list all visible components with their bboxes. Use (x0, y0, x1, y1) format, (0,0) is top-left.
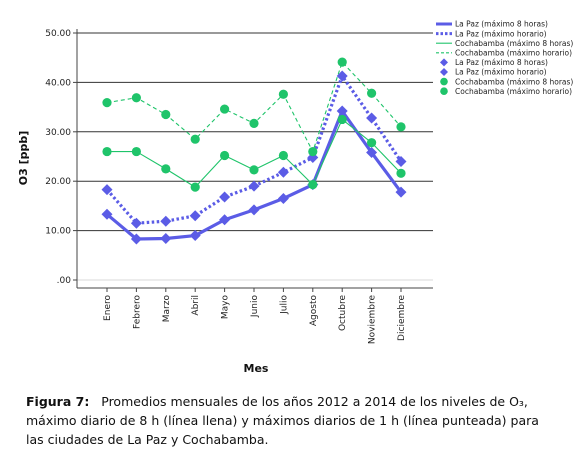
circle-marker (190, 134, 200, 144)
circle-marker (337, 114, 347, 125)
circle-marker (440, 77, 448, 86)
diamond-marker (336, 105, 348, 117)
ozone-line-chart: .00 10.00 20.00 30.00 40.00 50.00 Enero Febrer… (17, 20, 573, 375)
diamond-marker (189, 210, 201, 222)
circle-marker (249, 118, 259, 129)
circle-marker (367, 138, 377, 148)
circle-marker (396, 122, 406, 132)
diamond-marker (248, 204, 260, 216)
circle-marker (102, 98, 112, 108)
circle-marker (131, 146, 141, 157)
legend-label: La Paz (máximo 8 horas) (455, 58, 548, 67)
series-line (105, 74, 403, 225)
diamond-marker (248, 180, 260, 192)
diamond-marker (130, 217, 142, 229)
y-tick-label: .00 (57, 276, 72, 286)
diamond-marker (395, 155, 407, 167)
caption-label: Figura 7 (26, 394, 85, 409)
x-tick-label: Diciembre (397, 295, 407, 341)
x-axis-title: Mes (244, 362, 269, 375)
diamond-marker (395, 186, 407, 198)
x-tick-label: Abril (191, 295, 201, 316)
circle-marker (220, 104, 230, 114)
series-line (106, 61, 402, 153)
circle-marker (440, 87, 448, 95)
legend-label: Cochabamba (máximo horario) (455, 49, 572, 58)
circle-marker (131, 93, 141, 103)
x-tick-label: Mayo (221, 295, 231, 320)
y-axis: .00 10.00 20.00 30.00 40.00 50.00 (45, 29, 78, 288)
y-axis-title: O3 [ppb] (17, 131, 30, 186)
circle-marker (308, 180, 318, 190)
x-tick-label: Octubre (338, 295, 348, 331)
y-tick-label: 40.00 (45, 78, 71, 88)
diamond-marker (189, 230, 201, 242)
x-tick-label: Julio (279, 295, 289, 315)
legend-label: La Paz (máximo horario) (455, 68, 547, 77)
x-tick-label: Agosto (309, 295, 319, 327)
y-tick-label: 20.00 (45, 177, 71, 187)
y-tick-label: 30.00 (45, 128, 71, 138)
diamond-marker (366, 112, 378, 124)
legend-label: Cochabamba (máximo 8 horas) (455, 77, 573, 86)
diamond-marker (160, 233, 172, 245)
circle-marker (249, 165, 259, 175)
circle-marker (161, 109, 171, 120)
y-tick-label: 50.00 (45, 29, 71, 39)
legend: La Paz (máximo 8 horas)La Paz (máximo ho… (436, 20, 573, 96)
caption-text: Promedios mensuales de los años 2012 a 2… (26, 394, 539, 447)
legend-label: Cochabamba (máximo 8 horas) (455, 39, 573, 48)
circle-marker (102, 146, 112, 157)
circle-marker (367, 88, 377, 98)
diamond-marker (277, 166, 289, 178)
series-markers (101, 57, 407, 245)
diamond-marker (160, 215, 172, 227)
circle-marker (278, 89, 288, 99)
x-tick-label: Enero (103, 295, 113, 321)
series-line (105, 109, 403, 241)
x-tick-label: Noviembre (368, 295, 378, 345)
circle-marker (190, 182, 200, 192)
diamond-marker (101, 208, 113, 220)
legend-label: La Paz (máximo 8 horas) (455, 20, 548, 29)
x-tick-label: Marzo (162, 295, 172, 323)
figure-caption: Figura 7: Promedios mensuales de los año… (26, 392, 556, 449)
x-axis: Enero Febrero Marzo Abril Mayo Junio Julio Agos… (77, 287, 433, 345)
diamond-marker (440, 68, 448, 76)
circle-marker (337, 57, 347, 67)
circle-marker (396, 168, 406, 178)
legend-label: Cochabamba (máximo horario) (455, 87, 572, 96)
legend-label: La Paz (máximo horario) (455, 29, 547, 38)
x-tick-label: Junio (250, 295, 260, 319)
circle-marker (220, 150, 230, 161)
y-tick-label: 10.00 (45, 227, 71, 237)
grid-lines (77, 32, 433, 281)
diamond-marker (101, 184, 113, 196)
circle-marker (161, 164, 171, 174)
circle-marker (308, 146, 318, 157)
caption-label-colon: : (84, 394, 90, 409)
diamond-marker (277, 192, 289, 204)
diamond-marker (219, 214, 231, 226)
diamond-marker (336, 70, 348, 82)
circle-marker (278, 150, 288, 161)
diamond-marker (440, 58, 448, 67)
diamond-marker (366, 147, 378, 159)
diamond-marker (219, 191, 231, 203)
x-tick-label: Febrero (132, 295, 142, 329)
diamond-marker (130, 233, 142, 245)
